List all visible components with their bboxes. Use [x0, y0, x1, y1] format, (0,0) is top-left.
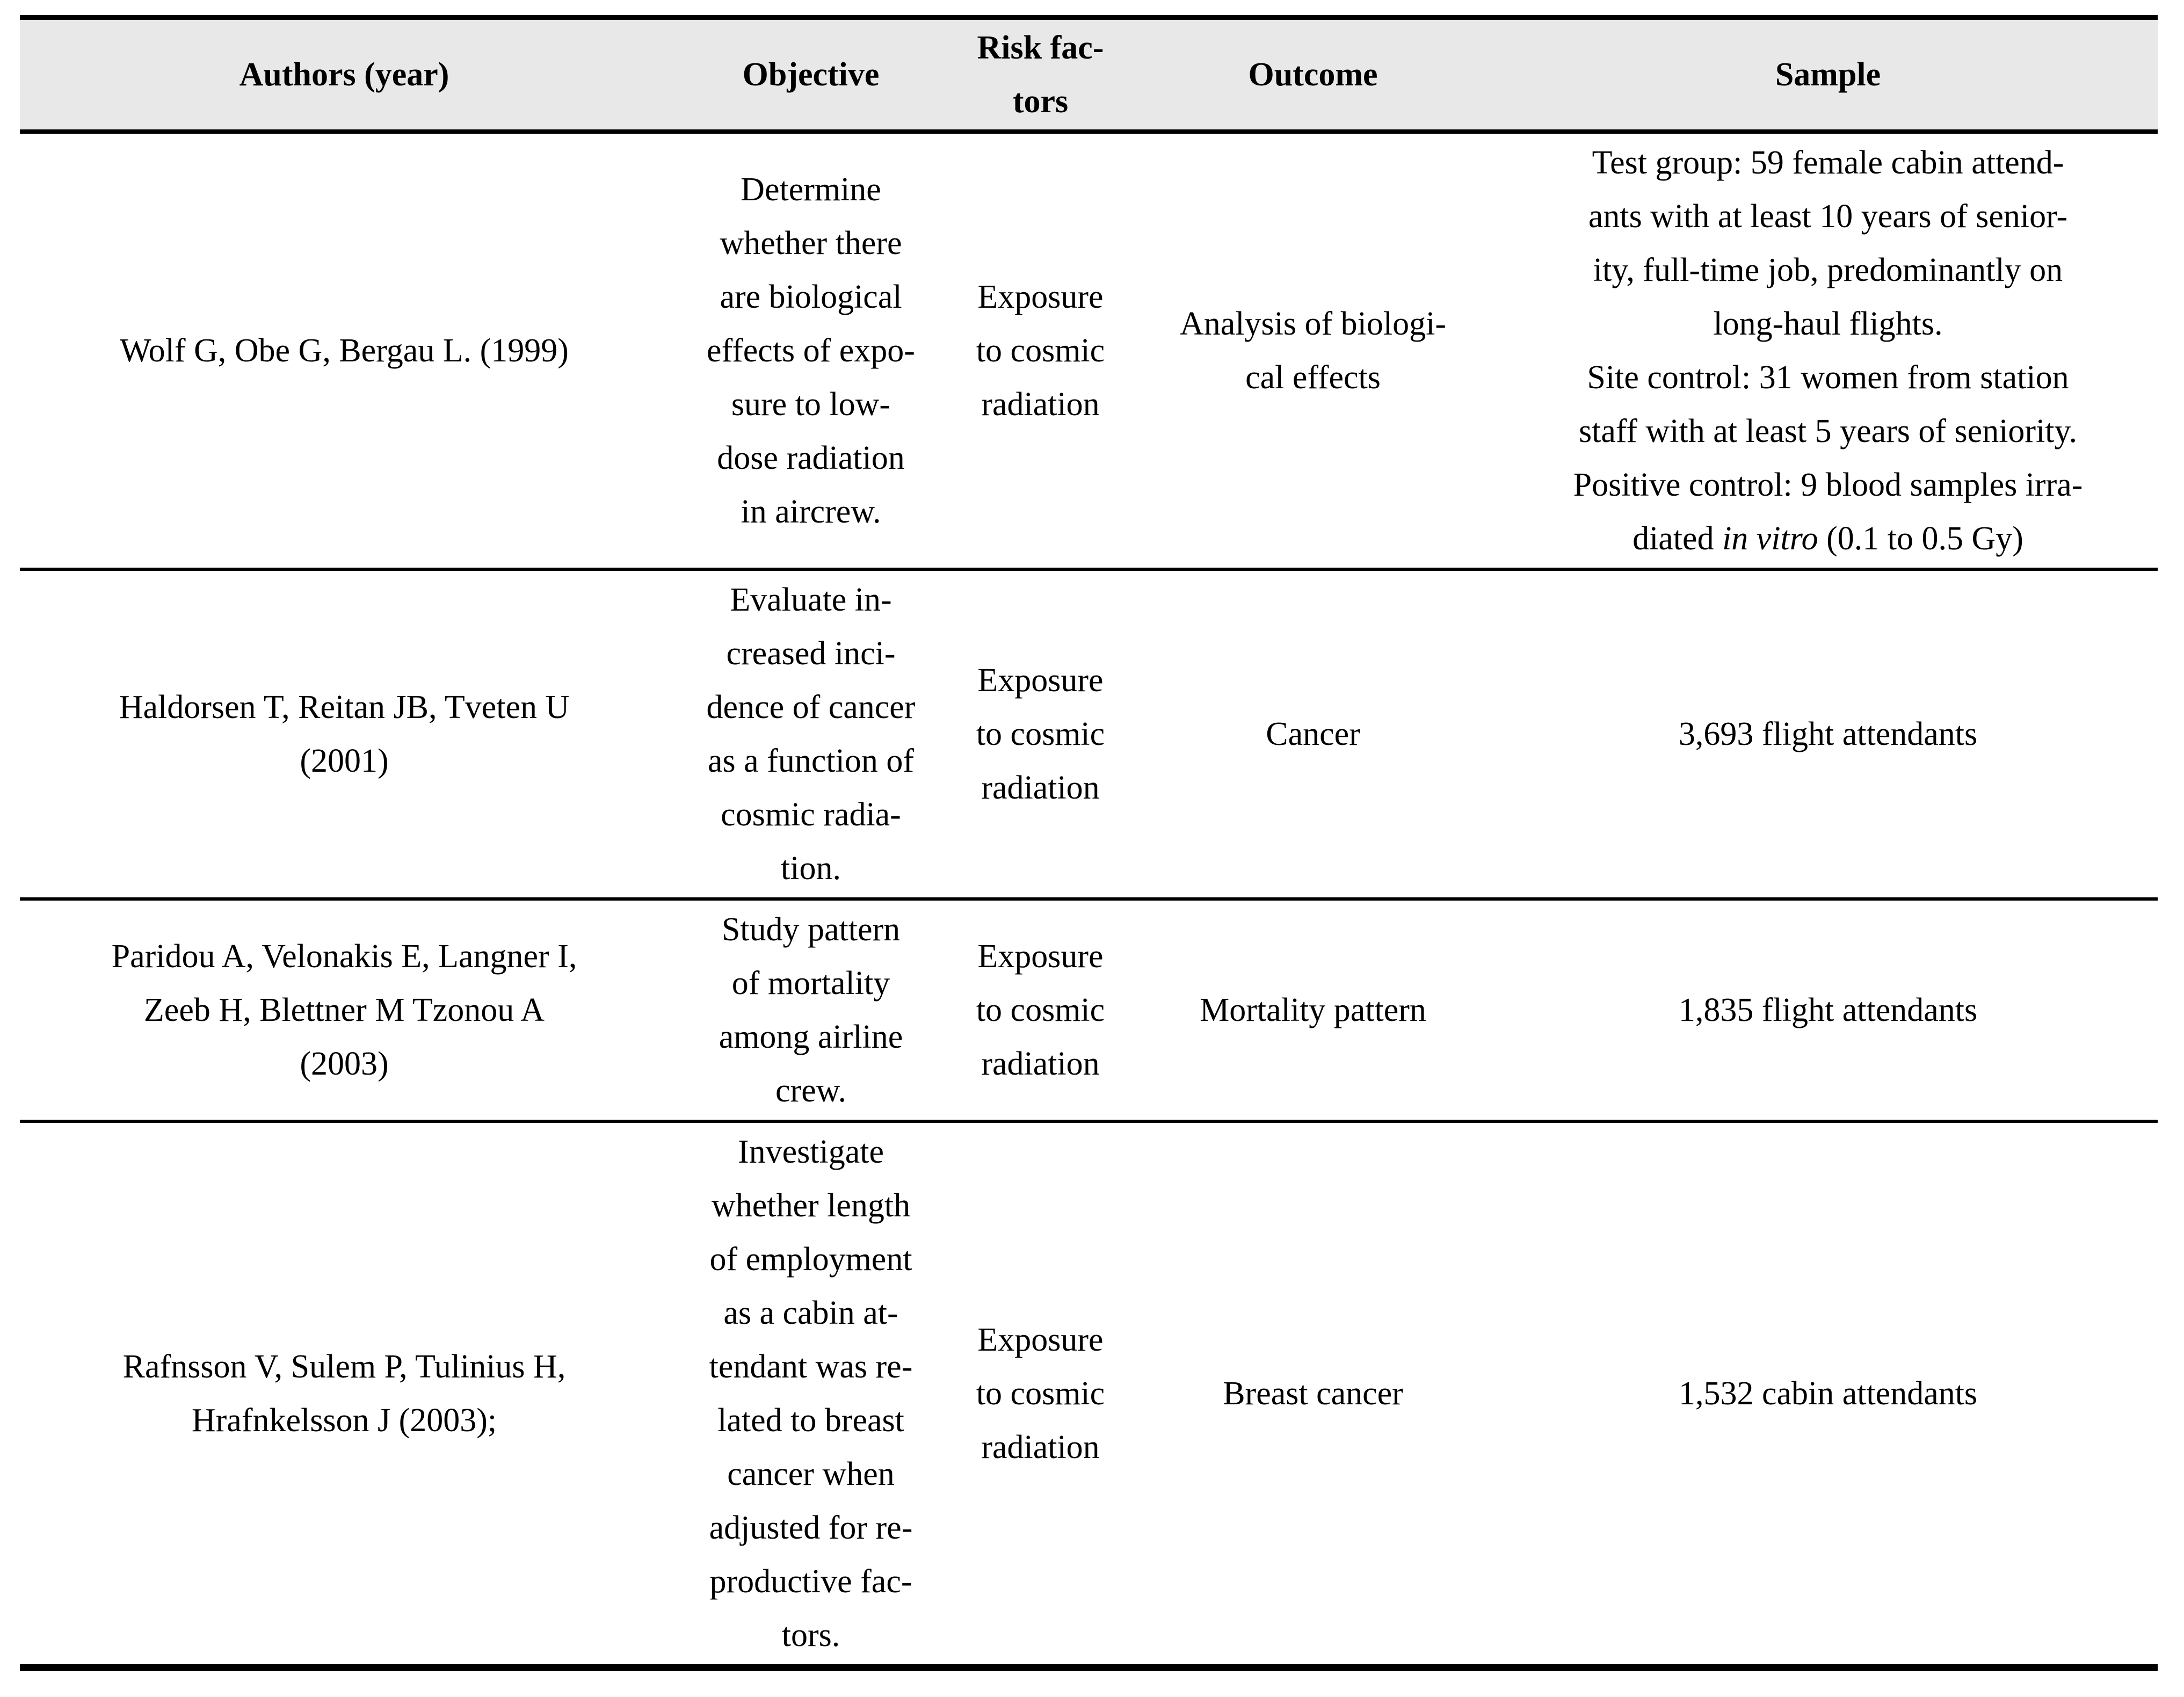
cell-risk-factors: Exposure to cosmic radiation: [976, 662, 1105, 806]
col-header-objective: Objective: [742, 56, 880, 93]
cell-objective: Investigate whether length of employment…: [709, 1134, 913, 1654]
header-row: Authors (year) Objective Risk fac- tors …: [20, 17, 2158, 132]
cell-sample: Test group: 59 female cabin attend- ants…: [1498, 132, 2158, 569]
cell-risk-factors: Exposure to cosmic radiation: [976, 938, 1105, 1082]
cell-authors: Wolf G, Obe G, Bergau L. (1999): [120, 332, 569, 369]
cell-outcome: Mortality pattern: [1200, 992, 1426, 1028]
col-header-sample: Sample: [1775, 56, 1881, 93]
cell-sample: 1,835 flight attendants: [1678, 992, 1978, 1028]
cell-risk-factors: Exposure to cosmic radiation: [976, 1322, 1105, 1466]
table-row-rafnsson-2003: Rafnsson V, Sulem P, Tulinius H, Hrafnke…: [20, 1121, 2158, 1668]
cell-risk-factors: Exposure to cosmic radiation: [976, 279, 1105, 423]
sample-text: Test group: 59 female cabin attend- ants…: [1573, 144, 2083, 503]
col-header-authors: Authors (year): [239, 56, 449, 93]
cell-outcome: Breast cancer: [1223, 1375, 1403, 1412]
cell-objective: Evaluate in- creased inci- dence of canc…: [706, 582, 916, 887]
studies-table: Authors (year) Objective Risk fac- tors …: [20, 15, 2158, 1671]
cell-authors: Rafnsson V, Sulem P, Tulinius H, Hrafnke…: [122, 1348, 566, 1439]
cell-sample: 1,532 cabin attendants: [1678, 1375, 1978, 1412]
cell-outcome: Cancer: [1266, 716, 1360, 752]
sample-last-line-suffix: (0.1 to 0.5 Gy): [1818, 520, 2023, 557]
sample-last-line: diated in vitro (0.1 to 0.5 Gy): [1503, 512, 2153, 565]
col-header-outcome: Outcome: [1248, 56, 1378, 93]
table-row-wolf-1999: Wolf G, Obe G, Bergau L. (1999) Determin…: [20, 132, 2158, 569]
cell-objective: Determine whether there are biological e…: [707, 171, 915, 530]
table-body: Wolf G, Obe G, Bergau L. (1999) Determin…: [20, 132, 2158, 1668]
cell-authors: Haldorsen T, Reitan JB, Tveten U (2001): [119, 689, 570, 779]
cell-objective: Study pattern of mortality among airline…: [719, 911, 903, 1109]
col-header-risk-factors: Risk fac- tors: [977, 30, 1104, 120]
sample-last-line-prefix: diated: [1632, 520, 1723, 557]
cell-outcome: Analysis of biologi- cal effects: [1180, 306, 1446, 396]
cell-authors: Paridou A, Velonakis E, Langner I, Zeeb …: [111, 938, 577, 1082]
cell-sample: 3,693 flight attendants: [1678, 716, 1978, 752]
table-row-paridou-2003: Paridou A, Velonakis E, Langner I, Zeeb …: [20, 899, 2158, 1121]
table-header: Authors (year) Objective Risk fac- tors …: [20, 17, 2158, 132]
table-row-haldorsen-2001: Haldorsen T, Reitan JB, Tveten U (2001) …: [20, 569, 2158, 899]
sample-in-vitro-italic: in vitro: [1722, 520, 1818, 557]
